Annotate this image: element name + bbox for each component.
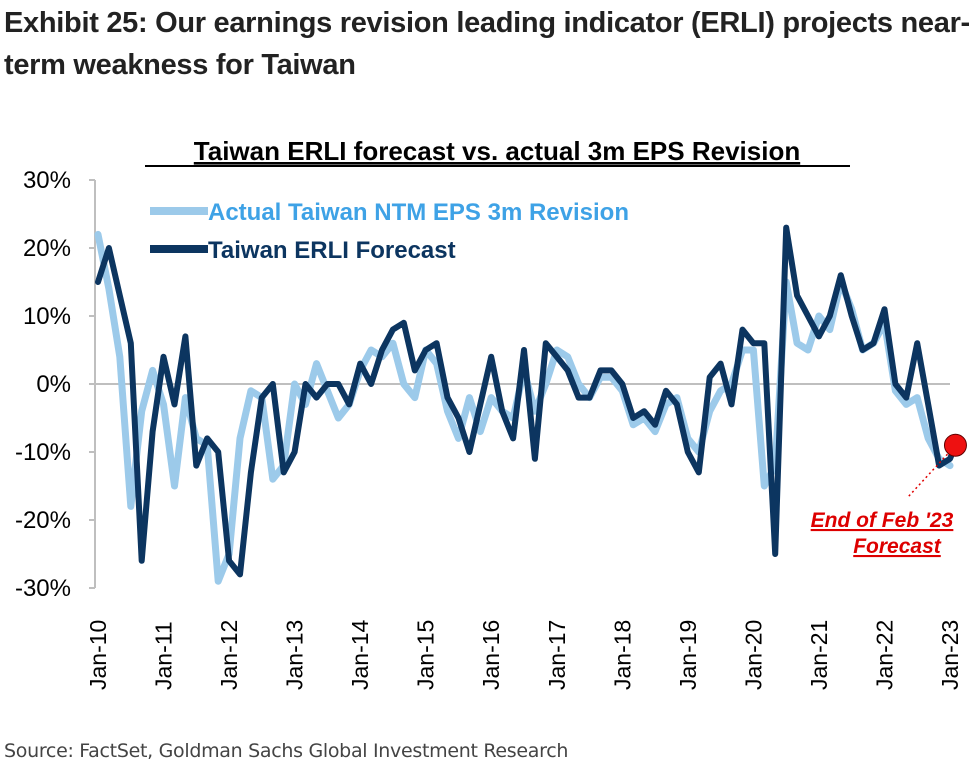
x-tick-label: Jan-21 xyxy=(806,620,832,690)
x-axis: Jan-10 Jan-11 Jan-12 Jan-13 Jan-14 Jan-15 Jan-… xyxy=(85,383,963,690)
annotation-label-line2: Forecast xyxy=(853,535,942,558)
x-tick-label: Jan-18 xyxy=(609,620,635,690)
exhibit-title: Exhibit 25: Our earnings revision leadin… xyxy=(4,7,970,81)
x-tick-label: Jan-23 xyxy=(937,620,963,690)
y-tick-label: 10% xyxy=(23,303,71,330)
y-tick-label: -30% xyxy=(15,575,71,602)
y-tick-label: -20% xyxy=(15,507,71,534)
source-note: Source: FactSet, Goldman Sachs Global In… xyxy=(4,740,569,762)
legend: Actual Taiwan NTM EPS 3m Revision Taiwan… xyxy=(150,199,629,264)
y-tick-label: 30% xyxy=(23,167,71,194)
y-tick-label: 0% xyxy=(36,371,71,398)
x-tick-label: Jan-10 xyxy=(85,620,111,690)
legend-label-forecast: Taiwan ERLI Forecast xyxy=(208,237,456,264)
series-line-forecast xyxy=(95,224,959,578)
chart-title: Taiwan ERLI forecast vs. actual 3m EPS R… xyxy=(194,136,800,166)
x-tick-label: Jan-12 xyxy=(216,620,242,690)
y-tick-label: -10% xyxy=(15,439,71,466)
x-tick-label: Jan-17 xyxy=(544,620,570,690)
y-tick-label: 20% xyxy=(23,235,71,262)
legend-label-actual: Actual Taiwan NTM EPS 3m Revision xyxy=(208,199,629,226)
x-tick-label: Jan-20 xyxy=(740,620,766,690)
y-axis: 30% 20% 10% 0% -10% -20% -30% xyxy=(15,167,96,602)
annotation-label-line1: End of Feb '23 xyxy=(811,509,954,532)
x-tick-label: Jan-11 xyxy=(151,621,177,690)
x-tick-label: Jan-22 xyxy=(871,620,897,690)
x-tick-label: Jan-15 xyxy=(413,620,439,690)
end-of-feb-23-marker xyxy=(943,433,967,457)
x-tick-label: Jan-14 xyxy=(347,619,373,690)
series-layer xyxy=(94,224,959,585)
x-tick-label: Jan-19 xyxy=(675,620,701,690)
x-tick-label: Jan-13 xyxy=(282,620,308,690)
x-tick-label: Jan-16 xyxy=(478,620,504,690)
annotation: End of Feb '23 Forecast xyxy=(811,433,967,558)
